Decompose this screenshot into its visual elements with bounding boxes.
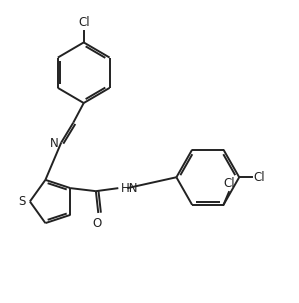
Text: Cl: Cl bbox=[78, 16, 89, 29]
Text: S: S bbox=[19, 195, 26, 208]
Text: HN: HN bbox=[121, 181, 138, 195]
Text: Cl: Cl bbox=[254, 171, 265, 184]
Text: Cl: Cl bbox=[223, 177, 235, 190]
Text: N: N bbox=[50, 138, 58, 150]
Text: O: O bbox=[92, 217, 101, 230]
